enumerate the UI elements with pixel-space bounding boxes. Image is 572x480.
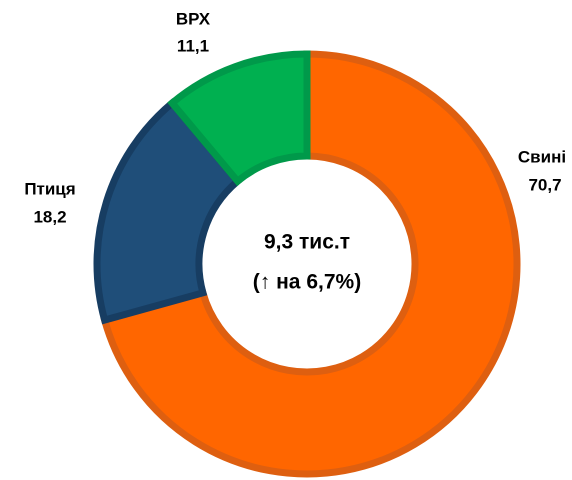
value-label: 11,1 <box>177 36 209 55</box>
center-text: 9,3 тис.т <box>264 231 350 254</box>
donut-segment <box>167 50 311 187</box>
category-label: ВРХ <box>176 9 211 28</box>
value-label: 70,7 <box>528 175 561 194</box>
value-label: 18,2 <box>33 207 66 226</box>
donut-segment <box>100 50 521 478</box>
category-label: Свині <box>518 147 566 166</box>
category-label: Птиця <box>24 179 75 198</box>
center-text: (↑ на 6,7%) <box>253 271 361 294</box>
donut-segment <box>93 98 243 325</box>
